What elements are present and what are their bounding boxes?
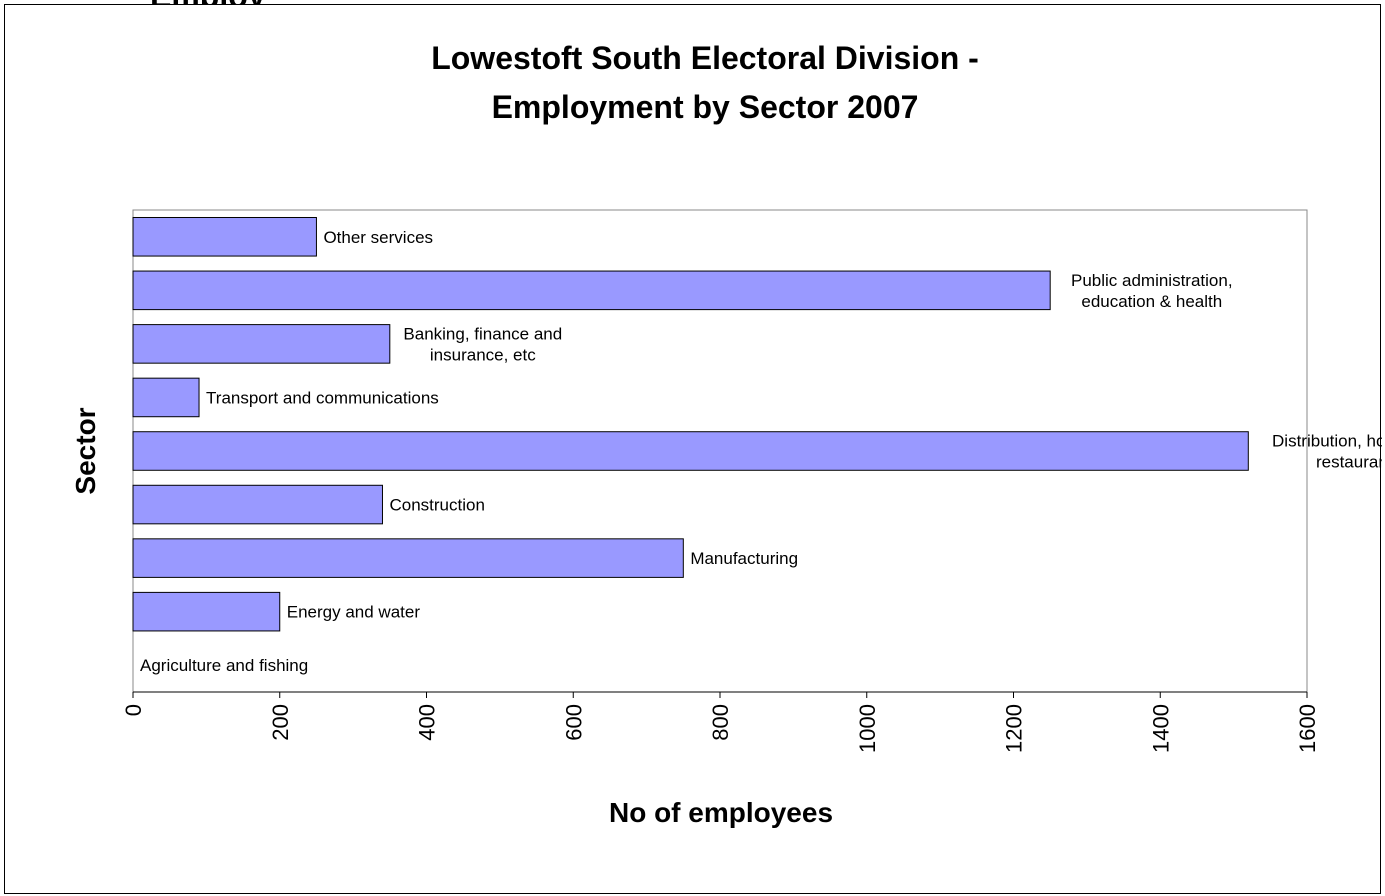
data-label-4-line-1: restaurants [1316, 453, 1382, 472]
x-tick-label-8: 1600 [1295, 704, 1320, 753]
x-tick-label-4: 800 [708, 704, 733, 741]
data-label-7: Public administration, education & health [1071, 271, 1233, 311]
data-label-1: Energy and water [287, 603, 421, 622]
data-label-7-line-1: education & health [1081, 292, 1222, 311]
x-tick-label-3: 600 [561, 704, 586, 741]
data-label-6-line-1: insurance, etc [430, 345, 536, 364]
x-tick-label-2: 400 [415, 704, 440, 741]
data-label-4: Distribution, hotels and restaurants [1272, 432, 1382, 472]
bar-5 [132, 377, 200, 418]
data-label-6-line-0: Banking, finance and [403, 324, 562, 343]
data-label-3: Construction [389, 496, 484, 515]
data-label-6: Banking, finance and insurance, etc [403, 324, 562, 364]
bar-2 [132, 538, 684, 578]
data-label-2: Manufacturing [690, 549, 798, 568]
data-label-5: Transport and communications [206, 388, 439, 407]
x-tick-label-7: 1400 [1148, 704, 1173, 753]
bar-4 [132, 431, 1249, 471]
bar-6 [132, 324, 391, 364]
data-label-0: Agriculture and fishing [140, 656, 308, 675]
chart-frame: Lowestoft South Electoral Division - Emp… [4, 4, 1382, 894]
bar-7 [132, 270, 1051, 311]
chart-title-line-1: Lowestoft South Electoral Division - [431, 40, 979, 76]
x-axis-title: No of employees [609, 797, 833, 828]
bar-3 [132, 484, 383, 525]
y-axis-title: Sector [70, 407, 101, 494]
data-label-8: Other services [323, 228, 433, 247]
data-labels-group: Agriculture and fishing Energy and water M… [140, 228, 1382, 675]
chart-canvas: Lowestoft South Electoral Division - Emp… [70, 40, 1382, 828]
chart-title-line-2: Employment by Sector 2007 [492, 89, 919, 125]
x-tick-label-0: 0 [121, 704, 146, 716]
bar-8 [132, 216, 317, 257]
data-label-4-line-0: Distribution, hotels and [1272, 432, 1382, 451]
x-tick-label-1: 200 [268, 704, 293, 741]
data-label-7-line-0: Public administration, [1071, 271, 1233, 290]
bars-group [132, 216, 1249, 632]
x-tick-label-5: 1000 [855, 704, 880, 753]
x-ticks-group: 0 200 400 600 800 1000 1200 1400 1600 [121, 692, 1320, 753]
x-tick-label-6: 1200 [1002, 704, 1027, 753]
bar-1 [132, 591, 281, 632]
